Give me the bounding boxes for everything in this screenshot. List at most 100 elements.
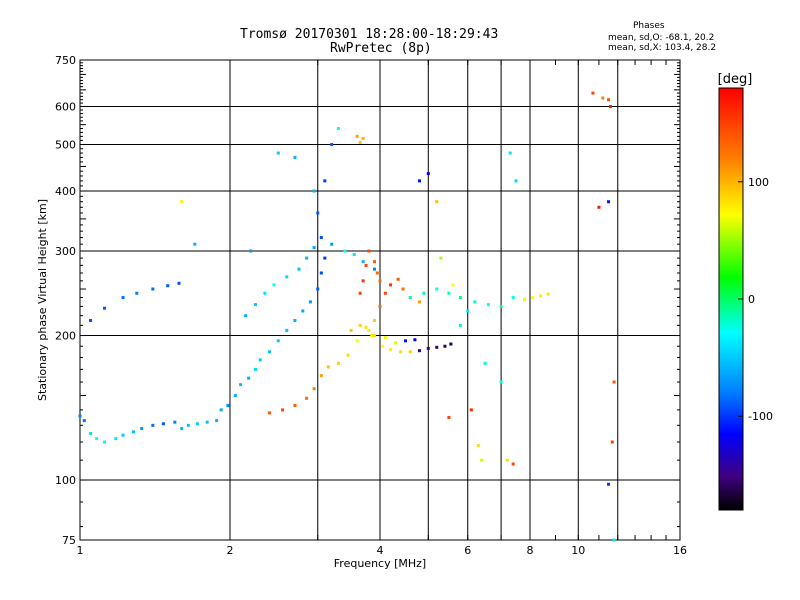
echo-point bbox=[326, 365, 330, 369]
echo-point bbox=[226, 403, 230, 407]
echo-point bbox=[319, 374, 323, 378]
echo-point bbox=[373, 267, 377, 271]
echo-point bbox=[422, 291, 426, 295]
echo-point bbox=[103, 440, 107, 444]
echo-point bbox=[383, 336, 387, 340]
y-tick-label: 300 bbox=[55, 245, 76, 258]
echo-point bbox=[443, 344, 447, 348]
echo-point bbox=[361, 260, 365, 264]
colorbar-ticks: 100 0 -100 bbox=[738, 176, 773, 423]
echo-point bbox=[330, 242, 334, 246]
echo-point bbox=[523, 297, 527, 301]
echo-point bbox=[195, 422, 199, 426]
echo-point bbox=[352, 253, 356, 257]
echo-point bbox=[367, 328, 371, 332]
echo-point bbox=[473, 300, 477, 304]
echo-point bbox=[381, 344, 385, 348]
echo-point bbox=[258, 358, 262, 362]
echo-point bbox=[375, 271, 379, 275]
echo-point bbox=[383, 291, 387, 295]
echo-point bbox=[151, 423, 155, 427]
echo-point bbox=[103, 306, 107, 310]
echo-point bbox=[301, 309, 305, 313]
colorbar-tick-label: 100 bbox=[748, 176, 769, 189]
echo-point bbox=[435, 287, 439, 291]
echo-point bbox=[358, 291, 362, 295]
echo-point bbox=[336, 126, 340, 130]
echo-point bbox=[439, 256, 443, 260]
echo-point bbox=[480, 458, 484, 462]
echo-point bbox=[121, 296, 125, 300]
echo-point bbox=[312, 246, 316, 250]
colorbar-label: [deg] bbox=[718, 72, 753, 87]
echo-point bbox=[312, 189, 316, 193]
echo-point bbox=[319, 271, 323, 275]
echo-point bbox=[396, 277, 400, 281]
echo-point bbox=[449, 342, 453, 346]
echo-point bbox=[308, 300, 312, 304]
echo-point bbox=[330, 143, 334, 147]
chart-subtitle: RwPretec (8p) bbox=[330, 41, 432, 56]
echo-point bbox=[346, 353, 350, 357]
echo-point bbox=[121, 433, 125, 437]
echo-point bbox=[469, 408, 473, 412]
echo-point bbox=[483, 361, 487, 365]
echo-point bbox=[131, 430, 135, 434]
echo-point bbox=[114, 437, 118, 441]
echo-point bbox=[451, 283, 455, 287]
data-points bbox=[78, 91, 616, 542]
echo-point bbox=[239, 383, 243, 387]
echo-point bbox=[435, 200, 439, 204]
x-axis-label: Frequency [MHz] bbox=[334, 557, 426, 570]
phase-stat-x: mean, sd,X: 103.4, 28.2 bbox=[608, 43, 717, 53]
y-tick-label: 750 bbox=[55, 54, 76, 67]
echo-point bbox=[177, 281, 181, 285]
echo-point bbox=[458, 323, 462, 327]
echo-point bbox=[316, 287, 320, 291]
echo-point bbox=[305, 396, 309, 400]
echo-point bbox=[531, 296, 535, 300]
echo-point bbox=[305, 256, 309, 260]
echo-point bbox=[358, 323, 362, 327]
echo-point bbox=[219, 408, 223, 412]
echo-point bbox=[316, 211, 320, 215]
colorbar-tick-label: 0 bbox=[748, 293, 755, 306]
y-tick-label: 600 bbox=[55, 101, 76, 114]
x-tick-label: 4 bbox=[377, 544, 384, 557]
echo-point bbox=[514, 179, 518, 183]
echo-point bbox=[205, 420, 209, 424]
x-tick-label: 8 bbox=[527, 544, 534, 557]
y-tick-label: 100 bbox=[55, 474, 76, 487]
echo-point bbox=[249, 249, 253, 253]
echo-point bbox=[511, 296, 515, 300]
echo-point bbox=[89, 318, 93, 322]
echo-point bbox=[408, 296, 412, 300]
echo-point bbox=[612, 538, 616, 542]
echo-point bbox=[293, 318, 297, 322]
echo-point bbox=[285, 328, 289, 332]
echo-point bbox=[607, 200, 611, 204]
echo-point bbox=[151, 287, 155, 291]
gridlines bbox=[80, 60, 680, 540]
echo-point bbox=[505, 458, 509, 462]
echo-point bbox=[499, 304, 503, 308]
echo-point bbox=[447, 291, 451, 295]
echo-point bbox=[336, 361, 340, 365]
y-tick-label: 400 bbox=[55, 185, 76, 198]
y-tick-label: 75 bbox=[62, 534, 76, 547]
echo-point bbox=[458, 296, 462, 300]
echo-point bbox=[408, 350, 412, 354]
echo-point bbox=[293, 403, 297, 407]
echo-point bbox=[378, 279, 382, 283]
echo-point bbox=[233, 394, 237, 398]
echo-point bbox=[601, 96, 605, 100]
echo-point bbox=[276, 151, 280, 155]
echo-point bbox=[399, 350, 403, 354]
echo-point bbox=[417, 349, 421, 353]
echo-point bbox=[186, 423, 190, 427]
echo-point bbox=[401, 287, 405, 291]
echo-point bbox=[323, 179, 327, 183]
x-tick-label: 10 bbox=[571, 544, 585, 557]
chart-title: Tromsø 20170301 18:28:00-18:29:43 bbox=[240, 27, 499, 42]
